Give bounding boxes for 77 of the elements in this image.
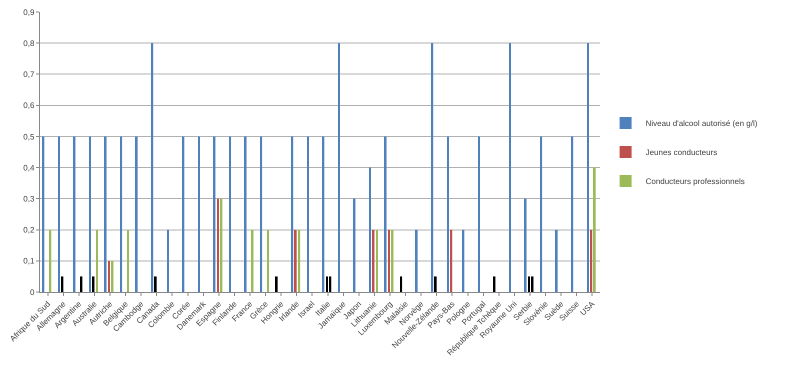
bar (151, 43, 154, 292)
bar (493, 276, 496, 292)
bar (135, 136, 138, 292)
bar (198, 136, 200, 292)
bar (220, 198, 222, 292)
bar (260, 136, 262, 292)
bar (92, 276, 94, 292)
legend-label: Conducteurs professionnels (646, 177, 745, 186)
bar (593, 168, 596, 292)
bar (431, 43, 434, 292)
bar (322, 136, 324, 292)
bar (167, 230, 169, 292)
bar (434, 276, 437, 292)
bar (251, 230, 254, 292)
bar (96, 230, 98, 292)
bar (326, 276, 328, 292)
bar (111, 260, 114, 292)
y-tick-label: 0,3 (23, 194, 35, 204)
bar (291, 136, 294, 292)
bar (127, 230, 130, 292)
bar (540, 136, 542, 292)
y-tick-label: 0,2 (23, 226, 35, 235)
bar (307, 136, 309, 292)
bar (73, 136, 76, 292)
bar (275, 276, 278, 292)
bar (104, 136, 107, 292)
bar (524, 198, 527, 292)
y-tick-label: 0 (30, 288, 35, 297)
bar (450, 230, 452, 292)
bar (58, 136, 60, 292)
bar (555, 230, 558, 292)
bar (571, 136, 574, 292)
bar (462, 230, 464, 292)
bar (391, 230, 394, 292)
bar (182, 136, 184, 292)
bar (294, 230, 297, 292)
y-tick-label: 0,7 (23, 70, 35, 80)
bar (213, 136, 216, 292)
bar (89, 136, 91, 292)
bar (447, 136, 449, 292)
bar (120, 136, 122, 292)
y-tick-label: 0,6 (23, 101, 35, 110)
y-tick-label: 0,1 (23, 256, 35, 266)
bar (154, 276, 157, 292)
bar (217, 198, 219, 292)
bar (590, 230, 592, 292)
bar (108, 260, 110, 292)
bar (509, 43, 511, 292)
bar (415, 230, 418, 292)
bar (376, 230, 378, 292)
bar (80, 276, 82, 292)
bar (369, 168, 371, 292)
y-tick-label: 0,9 (23, 8, 35, 17)
bar (49, 230, 52, 292)
bar (42, 136, 44, 292)
y-tick-label: 0,5 (23, 132, 35, 142)
bar (372, 230, 374, 292)
bar (400, 276, 402, 292)
legend-label: Jeunes conducteurs (646, 148, 718, 158)
bar (353, 198, 356, 292)
bar (388, 230, 390, 292)
bar (329, 276, 332, 292)
bar (229, 136, 231, 292)
bar (267, 230, 270, 292)
x-tick-label: USA (578, 299, 597, 318)
bar (61, 276, 64, 292)
bar (298, 230, 300, 292)
bar (478, 136, 480, 292)
bar (384, 136, 387, 292)
legend-label: Niveau d'alcool autorisé (en g/l) (646, 119, 758, 128)
y-tick-label: 0,4 (23, 163, 35, 172)
bar (528, 276, 530, 292)
bar (587, 43, 589, 292)
bar (531, 276, 534, 292)
bar (338, 43, 340, 292)
bar (244, 136, 247, 292)
y-tick-label: 0,8 (23, 38, 35, 48)
